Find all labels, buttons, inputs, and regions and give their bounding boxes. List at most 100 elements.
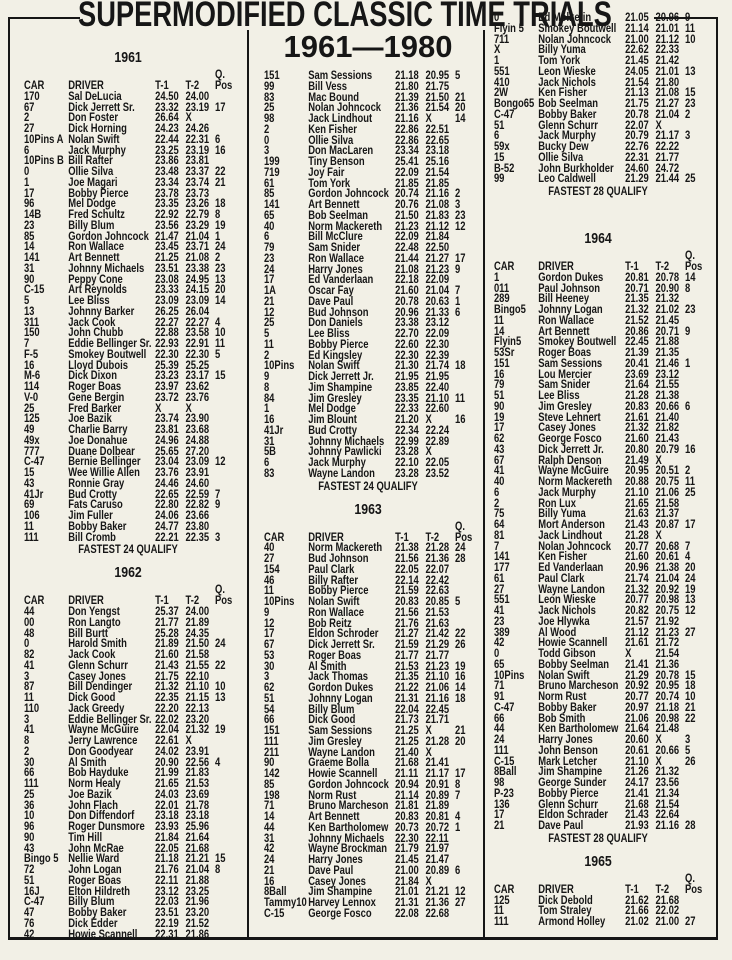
car-number: 71 [493,680,505,693]
time-trial-2: 21.95 [425,371,450,383]
driver-name: Bruno Marcheson [538,680,619,693]
table-row: 16J Elton Hildreth 23.12 23.25 [10,886,246,898]
time-trial-1: 23.86 [155,155,179,168]
driver-name: Art Bennett [538,325,590,338]
time-trial-2: 21.16 [655,820,680,832]
driver-name: Tom Straley [538,905,592,918]
car-number: 41Jr [263,424,284,437]
table-row: 10Pins A Nolan Swift 22.44 22.31 6 [10,134,246,146]
driver-name: Bill Dendinger [68,681,133,694]
time-trial-2: 20.91 [425,778,450,791]
time-trial-1: 21.84 [395,875,419,888]
time-trial-2: 23.37 [185,166,210,178]
driver-name: Harvey Lennox [308,897,376,909]
table-row: 91 Norm Rust 20.77 20.74 10 [480,691,716,703]
car-number: 711 [493,33,510,46]
car-number: 150 [23,327,40,340]
page-title-text: SUPERMODIFIED CLASSIC TIME TRIALS [78,0,612,34]
qualifying-position: 25 [685,173,696,186]
table-row: 62 Gordon Dukes 21.22 21.06 14 [250,682,486,694]
time-trial-2: 20.81 [425,811,450,823]
time-trial-1: 22.05 [395,563,419,576]
qualifying-position: 19 [215,724,226,737]
qualifying-position: 25 [685,486,696,499]
car-number: 10Pins [493,669,525,682]
driver-name: Jim Shampine [308,381,373,394]
time-trial-2: 22.64 [655,809,680,822]
time-trial-2: 25.25 [185,359,210,372]
time-trial-1: 22.30 [395,349,419,362]
table-header: CAR DRIVER T-1 T-2 Pos [480,884,716,896]
driver-name: Wayne McGuire [538,465,609,478]
table-header: CAR DRIVER T-1 T-2 Pos [250,532,486,544]
time-trial-2: 20.61 [655,551,680,564]
time-trial-1: 21.39 [395,91,419,104]
driver-name: Jack Cook [68,649,116,661]
header-car: CAR [23,595,45,608]
time-trial-1: 21.08 [395,263,419,276]
table-row: 76 Dick Edder 22.19 21.52 [10,918,246,930]
car-number: 125 [493,894,510,907]
table-row: 3 Eddie Bellinger Sr. 22.02 23.20 [10,714,246,726]
time-trial-2: 21.54 [655,648,680,660]
car-number: 170 [23,90,40,103]
time-trial-1: 20.97 [625,701,649,714]
table-row: 11 Bobby Baker 24.77 23.80 [10,521,246,533]
time-trial-1: 21.54 [625,76,649,89]
qualifying-position: 13 [215,273,226,286]
driver-name: John Benson [538,744,598,757]
time-trial-1: 23.25 [155,144,179,157]
column-right: 0 Ed Molketin 21.05 20.96 9 Flyin 5 Smokey Bou… [484,12,720,928]
time-trial-1: 21.01 [395,886,419,899]
time-trial-2: 21.84 [425,231,450,244]
driver-name: Roger Dunsmore [68,821,145,833]
car-number: 111 [23,778,39,790]
time-trial-1: 22.86 [395,123,419,136]
car-number: 0 [493,648,500,660]
table-row: 51 Lee Bliss 21.28 21.38 [480,390,716,402]
table-row: 2 Ken Fisher 22.86 22.51 [250,123,486,136]
column-middle: 151 Sam Sessions 21.18 20.95 5 99 Bill Vess 21.… [250,70,486,920]
table-row: 49 Charlie Barry 23.81 23.68 [10,424,246,436]
driver-name: Bobby Pierce [538,787,599,800]
time-trial-1: 21.18 [395,70,419,82]
time-trial-1: 21.66 [625,905,649,918]
driver-name: Jim Gresley [538,400,592,413]
table-row: 98 Jack Lindhout 21.16 X 14 [250,113,486,125]
qualifying-position: 7 [215,488,221,501]
driver-name: Fats Caruso [68,499,123,512]
car-number: 23 [263,252,275,265]
car-number: 72 [23,864,35,876]
time-trial-2: 21.16 [425,188,450,201]
table-row: 65 Bobby Seelman 21.41 21.36 [480,659,716,671]
driver-name: Roger Boas [308,649,362,662]
time-trial-1: 21.30 [395,360,419,373]
car-number: 36 [23,799,35,812]
driver-name: Art Bennett [68,252,120,264]
driver-name: Norm Rust [538,691,587,703]
car-number: 151 [263,725,280,737]
driver-name: Dick Dixon [68,370,117,383]
time-trial-2: 21.06 [425,682,450,694]
time-trial-1: 21.25 [395,735,419,748]
table-row: 0 Ed Molketin 21.05 20.96 9 [480,12,716,24]
driver-name: Bud Johnson [308,553,369,565]
time-trial-1: 21.36 [395,102,419,115]
car-number: 49x [23,434,40,447]
car-number: 99 [263,80,275,93]
car-number: 11 [263,585,274,598]
time-trial-1: 23.38 [395,317,419,330]
table-row: 48 Bill Burtt 25.28 24.35 [10,628,246,640]
car-number: 51 [23,874,35,887]
car-number: 16 [493,368,505,381]
driver-name: Mel Dodge [308,403,356,416]
qualifying-position: 27 [685,626,696,639]
time-trial-1: 21.77 [395,649,419,662]
driver-name: Roger Boas [68,381,122,393]
time-trial-2: 20.75 [655,605,680,617]
car-number: 0 [263,134,270,147]
car-number: 2 [23,745,30,758]
table-row: 75 Billy Yuma 21.63 21.37 [480,509,716,520]
driver-name: Johnny Michaels [308,435,385,448]
table-row: 44 Ken Bartholomew 20.73 20.72 1 [250,822,486,834]
